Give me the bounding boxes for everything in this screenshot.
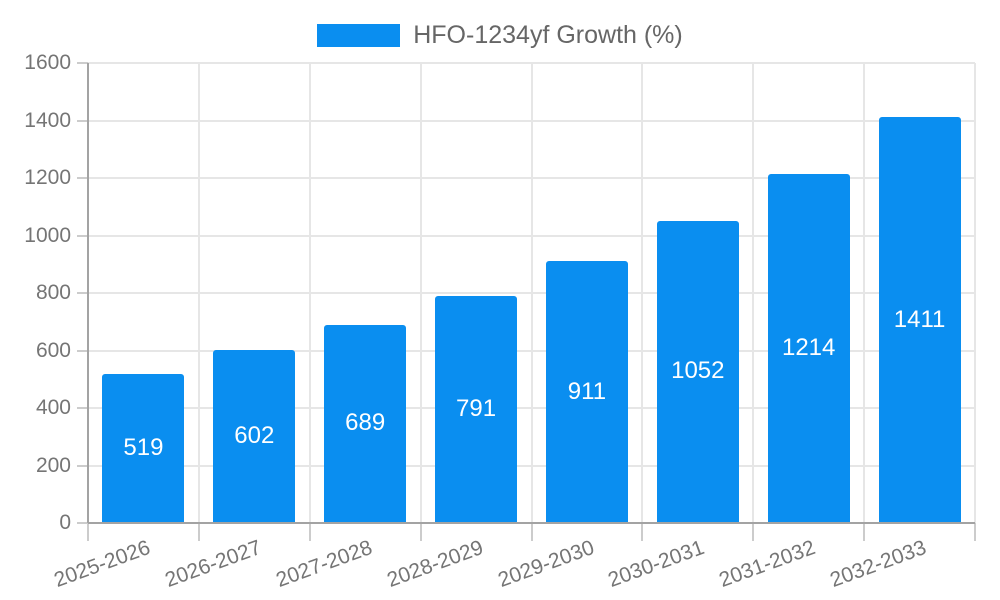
y-tick-mark [77, 177, 88, 179]
x-tick-mark [863, 523, 866, 541]
bar: 911 [545, 261, 628, 522]
x-category-label: 2031-2032 [716, 536, 819, 592]
x-tick-mark [752, 523, 755, 541]
y-tick-mark [77, 407, 88, 409]
bar-value-label: 1214 [781, 333, 836, 361]
x-tick-mark [530, 523, 533, 541]
bar-value-label: 1052 [671, 357, 725, 385]
v-gridline [752, 63, 755, 523]
legend-swatch-icon [317, 23, 401, 47]
chart-legend[interactable]: HFO-1234yf Growth (%) [0, 21, 1000, 49]
bar-value-label: 689 [345, 409, 386, 437]
v-gridline [308, 63, 311, 523]
y-tick-mark [77, 292, 88, 294]
x-tick-mark [419, 523, 422, 541]
x-tick-mark [308, 523, 311, 541]
y-tick-mark [77, 234, 88, 237]
x-category-label: 2029-2030 [494, 536, 597, 592]
y-axis-line [87, 63, 89, 523]
bar: 602 [213, 349, 296, 522]
x-tick-mark [87, 523, 89, 541]
y-tick-mark [77, 349, 88, 352]
x-tick-mark [974, 523, 976, 541]
bar-value-label: 1411 [893, 305, 946, 333]
y-tick-label: 1600 [24, 51, 71, 74]
x-category-label: 2028-2029 [383, 536, 486, 592]
bar: 689 [324, 324, 407, 522]
bar: 1214 [767, 173, 850, 522]
x-category-label: 2025-2026 [51, 536, 154, 592]
bar-value-label: 911 [567, 377, 607, 405]
bar-value-label: 791 [456, 394, 497, 422]
y-tick-mark [77, 464, 88, 467]
y-tick-label: 800 [35, 281, 71, 304]
v-gridline [863, 63, 866, 523]
y-tick-mark [77, 62, 88, 64]
x-category-label: 2032-2033 [827, 536, 930, 592]
y-tick-label: 1200 [24, 166, 71, 189]
y-tick-mark [77, 522, 88, 524]
bar-value-label: 519 [123, 433, 164, 461]
bar: 519 [102, 373, 185, 522]
v-gridline [419, 63, 422, 523]
y-tick-mark [77, 119, 88, 122]
y-tick-label: 1400 [24, 108, 71, 132]
legend-label: HFO-1234yf Growth (%) [413, 21, 683, 49]
x-category-label: 2027-2028 [272, 536, 376, 592]
x-tick-mark [197, 523, 200, 541]
x-tick-mark [641, 523, 644, 541]
y-tick-label: 1000 [24, 223, 71, 247]
x-category-label: 2030-2031 [605, 536, 708, 592]
x-category-label: 2026-2027 [161, 536, 265, 592]
y-tick-label: 600 [35, 338, 71, 362]
bar: 1411 [878, 117, 961, 522]
y-tick-label: 0 [59, 511, 71, 534]
v-gridline [641, 63, 644, 523]
y-tick-label: 400 [35, 396, 71, 419]
v-gridline [974, 63, 976, 523]
v-gridline [197, 63, 200, 523]
bar: 1052 [656, 220, 739, 522]
x-axis-line [88, 522, 975, 524]
v-gridline [530, 63, 533, 523]
bar: 791 [435, 295, 518, 522]
y-tick-label: 200 [35, 453, 71, 477]
bar-value-label: 602 [234, 421, 275, 449]
